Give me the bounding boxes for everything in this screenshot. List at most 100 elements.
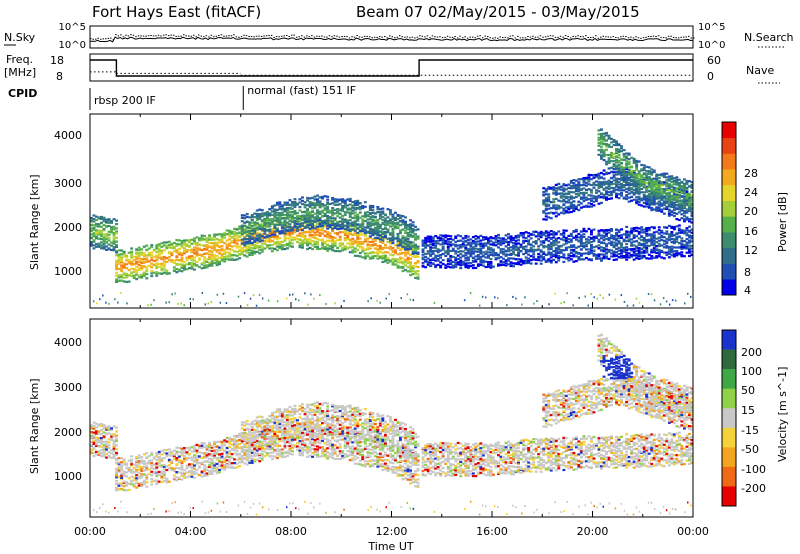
power-cell xyxy=(592,186,596,189)
power-cell xyxy=(685,191,689,194)
power-cell xyxy=(652,170,656,173)
power-cell xyxy=(615,251,619,254)
power-cell xyxy=(512,262,516,265)
power-cell xyxy=(569,191,573,194)
power-cell xyxy=(338,203,342,206)
power-cell xyxy=(665,184,669,187)
nsky-left-tick-bottom: 10^0 xyxy=(59,40,86,51)
power-cell xyxy=(665,181,669,184)
power-cell xyxy=(645,241,649,244)
power-cell xyxy=(105,236,109,239)
power-cell xyxy=(394,222,397,225)
power-cell xyxy=(265,234,269,237)
power-cell xyxy=(632,252,636,255)
power-cell xyxy=(617,242,621,245)
power-cell xyxy=(632,228,636,231)
power-cell xyxy=(162,260,166,263)
power-cell xyxy=(326,195,330,198)
power-cell xyxy=(218,256,222,259)
power-cell xyxy=(298,244,302,247)
power-cell xyxy=(539,249,543,252)
power-cell xyxy=(150,303,152,306)
power-cell xyxy=(190,267,194,270)
power-cell xyxy=(117,261,121,264)
power-cell xyxy=(572,230,576,233)
power-cell xyxy=(667,212,671,215)
power-cell xyxy=(612,163,616,166)
power-cell xyxy=(617,189,621,192)
power-cell xyxy=(411,234,415,237)
power-cell xyxy=(220,247,224,250)
power-cell xyxy=(547,193,551,196)
power-cell xyxy=(549,207,553,210)
power-cell xyxy=(273,225,277,228)
power-cell xyxy=(303,201,307,204)
power-cell xyxy=(554,232,558,235)
power-cell xyxy=(237,295,240,298)
power-cell xyxy=(326,247,330,250)
power-cell xyxy=(466,264,470,267)
power-cell xyxy=(657,180,661,183)
power-cell xyxy=(414,276,418,279)
power-cell xyxy=(283,225,287,228)
power-cell xyxy=(617,178,621,181)
power-cell xyxy=(263,212,267,215)
power-cell xyxy=(549,253,553,256)
power-cell xyxy=(273,212,277,215)
power-cell xyxy=(640,197,644,200)
power-cell xyxy=(662,195,666,198)
power-cell xyxy=(567,186,571,190)
power-cell xyxy=(544,188,548,191)
power-cell xyxy=(296,226,299,229)
power-cell xyxy=(331,197,335,200)
power-cell xyxy=(451,238,455,241)
power-cell xyxy=(265,219,269,222)
power-cell xyxy=(670,181,674,184)
velocity-cell xyxy=(120,467,124,470)
power-cell xyxy=(476,243,480,246)
power-cell xyxy=(389,213,392,216)
power-cell xyxy=(688,248,691,251)
power-cell xyxy=(303,203,307,207)
power-cell xyxy=(677,178,681,181)
power-cell xyxy=(640,231,644,234)
power-cell xyxy=(610,156,614,159)
power-cell xyxy=(605,148,609,151)
power-cell xyxy=(655,188,659,191)
power-cell xyxy=(662,246,666,249)
power-cell xyxy=(688,199,691,202)
power-cell xyxy=(97,242,101,245)
power-cell xyxy=(547,212,551,215)
power-cell xyxy=(270,239,274,243)
power-cell xyxy=(167,251,171,254)
power-cell xyxy=(471,264,475,267)
power-cell xyxy=(175,255,179,258)
power-cell xyxy=(160,267,164,270)
power-cell xyxy=(424,243,428,246)
power-cell xyxy=(391,254,395,257)
power-cell xyxy=(249,297,252,300)
power-cell xyxy=(268,221,272,224)
velocity-cell xyxy=(115,471,119,474)
power-cell xyxy=(650,186,654,189)
power-cell xyxy=(316,222,320,225)
power-cell xyxy=(559,185,563,188)
power-cell xyxy=(547,239,551,243)
power-cell xyxy=(180,240,184,243)
power-cell xyxy=(579,188,583,191)
power-cell xyxy=(602,132,606,135)
power-cell xyxy=(265,240,269,243)
power-cell xyxy=(238,239,242,242)
power-cell xyxy=(567,198,571,201)
power-cell xyxy=(557,248,561,251)
power-cell xyxy=(140,259,144,262)
power-cell xyxy=(356,213,360,216)
power-cell xyxy=(356,234,360,237)
power-cell xyxy=(542,199,546,202)
power-cell xyxy=(685,198,689,201)
power-cell xyxy=(590,246,593,249)
power-cell xyxy=(592,238,596,241)
power-cell xyxy=(670,185,674,188)
power-cell xyxy=(441,259,445,262)
power-cell xyxy=(527,232,531,235)
